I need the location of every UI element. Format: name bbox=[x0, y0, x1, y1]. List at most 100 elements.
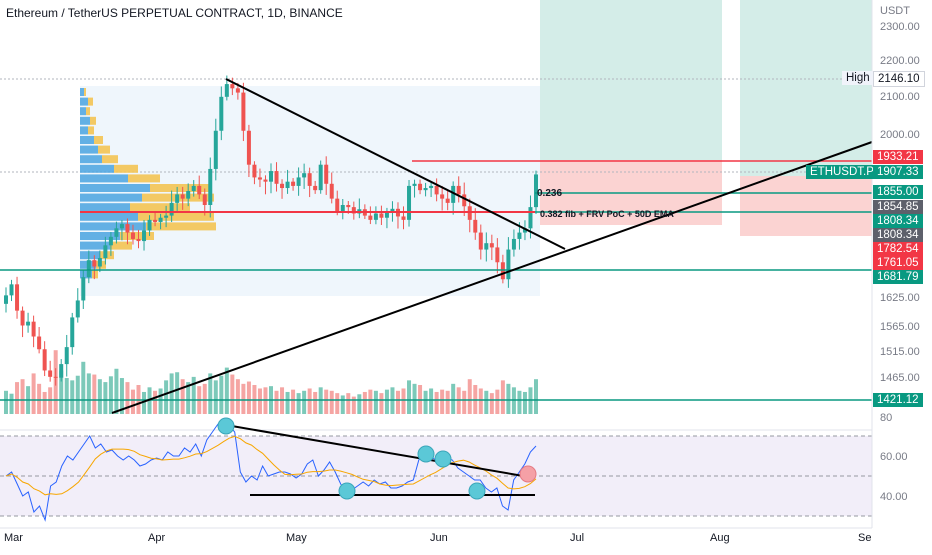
volume-bar bbox=[42, 391, 47, 414]
volume-bar bbox=[241, 383, 246, 414]
volume-profile-bar-buy bbox=[80, 126, 88, 135]
volume-bar bbox=[522, 391, 527, 414]
candle-body bbox=[429, 185, 434, 189]
volume-profile-bar-buy bbox=[80, 241, 110, 250]
candle-body bbox=[500, 262, 505, 280]
candle-body bbox=[15, 284, 20, 311]
volume-bar bbox=[373, 390, 378, 414]
rsi-tick: 40.00 bbox=[880, 491, 908, 503]
volume-bar bbox=[142, 391, 147, 414]
candle-body bbox=[269, 171, 273, 182]
symbol-tag: ETHUSDT.P bbox=[806, 165, 878, 179]
level-tag-176105: 1761.05 bbox=[873, 256, 923, 270]
rsi-tick: 60.00 bbox=[880, 451, 908, 463]
volume-bar bbox=[335, 393, 340, 414]
descending-trendline[interactable] bbox=[225, 78, 566, 250]
volume-profile-bar-buy bbox=[80, 164, 114, 173]
level-tag-185485: 1854.85 bbox=[873, 200, 923, 214]
candle-body bbox=[484, 243, 489, 250]
volume-bar bbox=[246, 381, 251, 414]
rsi-low-marker[interactable] bbox=[338, 482, 356, 500]
high-value-tag: 2146.10 bbox=[873, 71, 925, 87]
volume-bar bbox=[191, 376, 196, 414]
currency-label: USDT bbox=[880, 5, 910, 17]
rsi-peak-marker[interactable] bbox=[417, 445, 435, 463]
volume-profile-bar-buy bbox=[80, 97, 88, 106]
candle-body bbox=[456, 185, 461, 195]
candle-body bbox=[274, 171, 279, 184]
volume-bar bbox=[440, 389, 445, 414]
price-tick: 1625.00 bbox=[880, 292, 920, 304]
volume-profile-bar-buy bbox=[80, 145, 98, 154]
rsi-low-marker[interactable] bbox=[468, 482, 486, 500]
volume-bar bbox=[445, 390, 450, 414]
volume-bar bbox=[462, 390, 467, 414]
second-position-target-zone[interactable] bbox=[740, 0, 872, 176]
volume-profile-bar-buy bbox=[80, 222, 146, 231]
candle-body bbox=[197, 185, 202, 195]
time-label-jun: Jun bbox=[430, 532, 448, 544]
volume-bar bbox=[20, 379, 25, 414]
volume-bar bbox=[291, 389, 296, 414]
volume-bar bbox=[103, 382, 108, 414]
candle-body bbox=[346, 205, 351, 208]
candle-body bbox=[103, 245, 108, 259]
rsi-divergence-line[interactable] bbox=[225, 424, 536, 479]
volume-bar bbox=[153, 390, 158, 414]
candle-body bbox=[180, 194, 185, 199]
volume-profile-bar-sell bbox=[128, 174, 160, 183]
level-tag-180834: 1808.34 bbox=[873, 214, 923, 228]
rsi-peak-marker[interactable] bbox=[217, 417, 235, 435]
volume-bar bbox=[108, 376, 113, 414]
candle-body bbox=[280, 183, 285, 189]
volume-bar bbox=[59, 370, 64, 414]
price-tick: 1515.00 bbox=[880, 346, 920, 358]
rsi-break-marker[interactable] bbox=[519, 465, 537, 483]
candle-body bbox=[379, 213, 384, 218]
volume-profile-bar-buy bbox=[80, 174, 128, 183]
candle-body bbox=[285, 181, 290, 189]
volume-bar bbox=[384, 389, 389, 414]
candle-body bbox=[467, 206, 472, 220]
candle-body bbox=[489, 243, 494, 248]
volume-bar bbox=[202, 383, 207, 414]
volume-bar bbox=[64, 378, 69, 414]
candle-body bbox=[335, 198, 340, 212]
rsi-peak-marker[interactable] bbox=[434, 450, 452, 468]
candle-body bbox=[522, 228, 527, 233]
volume-profile-bar-sell bbox=[88, 126, 94, 135]
time-label-jul: Jul bbox=[570, 532, 584, 544]
candle-body bbox=[158, 217, 163, 222]
volume-bar bbox=[307, 388, 312, 414]
candle-body bbox=[390, 208, 395, 212]
volume-profile-bar-buy bbox=[80, 116, 90, 125]
volume-bar bbox=[423, 390, 428, 414]
second-position-stop-zone[interactable] bbox=[740, 176, 872, 236]
candle-body bbox=[423, 188, 428, 191]
volume-bar bbox=[302, 390, 307, 414]
candle-body bbox=[451, 185, 456, 203]
candle-body bbox=[147, 219, 152, 231]
volume-profile-bar-sell bbox=[90, 116, 96, 125]
volume-bar bbox=[235, 379, 240, 414]
volume-profile-bar-sell bbox=[84, 88, 86, 96]
volume-bar bbox=[379, 393, 384, 414]
candle-body bbox=[407, 185, 412, 220]
candle-body bbox=[511, 238, 516, 250]
candle-body bbox=[42, 349, 47, 371]
candle-body bbox=[506, 249, 511, 280]
candle-body bbox=[125, 224, 130, 233]
price-tick: 2000.00 bbox=[880, 129, 920, 141]
price-tick: 1465.00 bbox=[880, 372, 920, 384]
candle-body bbox=[59, 364, 64, 378]
ascending-trendline[interactable] bbox=[111, 141, 873, 414]
candle-body bbox=[329, 183, 334, 199]
volume-profile-bar-sell bbox=[120, 232, 154, 240]
long-position-target-zone[interactable] bbox=[540, 0, 722, 160]
volume-bar bbox=[180, 379, 185, 414]
candle-body bbox=[26, 321, 31, 326]
candle-body bbox=[252, 164, 257, 178]
price-tick: 1565.00 bbox=[880, 321, 920, 333]
